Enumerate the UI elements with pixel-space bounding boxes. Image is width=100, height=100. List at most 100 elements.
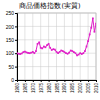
y-tick: 150 [6, 37, 17, 43]
tick-mark [80, 80, 81, 82]
chart: 商品価格指数(実質) 0 50 100 150 200 250 196019651970197… [0, 0, 100, 100]
tick-mark [96, 80, 97, 82]
grid-line [24, 13, 25, 80]
tick-label: 2000 [78, 83, 83, 94]
marker [22, 51, 24, 53]
tick-label: 50 [8, 64, 14, 70]
marker [81, 53, 83, 55]
marker [41, 48, 43, 50]
tick-label: 1985 [55, 83, 60, 94]
axis-line [18, 81, 97, 83]
plot: 0501001502002501960196519701975198019851… [6, 10, 99, 93]
tick-label: 100 [6, 50, 15, 56]
grid-line [88, 13, 89, 80]
tick-label: 1980 [47, 83, 52, 94]
marker [56, 51, 58, 53]
grid-line [96, 13, 97, 80]
marker [82, 52, 84, 54]
marker [40, 47, 42, 49]
tick-mark [88, 80, 89, 82]
marker [86, 46, 88, 48]
marker [26, 52, 28, 54]
marker [76, 54, 78, 56]
tick-label: 2005 [86, 83, 91, 94]
marker [27, 52, 29, 54]
line [17, 18, 96, 55]
grid-line [72, 13, 73, 80]
marker [65, 52, 67, 54]
marker [78, 54, 80, 56]
marker [90, 27, 92, 29]
tick-mark [49, 80, 50, 82]
marker [34, 52, 36, 54]
y-tick: 50 [8, 64, 17, 70]
tick-label: 150 [6, 37, 15, 43]
x-tick: 1975 [39, 80, 44, 93]
marker [57, 52, 59, 54]
tick-label: 250 [6, 10, 15, 16]
marker [18, 53, 20, 55]
axis-line [15, 14, 18, 81]
x-tick: 1965 [23, 80, 28, 93]
marker [37, 43, 39, 45]
tick-mark [72, 80, 73, 82]
marker [49, 47, 51, 49]
tick-mark [64, 80, 65, 82]
tick-label: 1975 [39, 83, 44, 94]
y-tick: 200 [6, 24, 17, 30]
tick-label: 1965 [23, 83, 28, 94]
marker [68, 52, 70, 54]
grid-line [32, 13, 33, 80]
x-tick: 2000 [78, 80, 83, 93]
tick-mark [57, 80, 58, 82]
tick-label: 200 [6, 24, 15, 30]
marker [94, 31, 96, 33]
y-tick: 0 [11, 77, 17, 83]
tick-mark [25, 80, 26, 82]
tick-label: 0 [11, 77, 14, 83]
marker [79, 52, 81, 54]
marker [21, 53, 23, 55]
grid-line [80, 13, 81, 80]
tick-mark [15, 40, 17, 41]
plot-frame [17, 13, 96, 80]
x-tick: 1980 [47, 80, 52, 93]
x-tick: 1960 [15, 80, 20, 93]
tick-mark [33, 80, 34, 82]
marker [52, 48, 54, 50]
title: 商品価格指数(実質) [19, 2, 80, 10]
marker [29, 52, 31, 54]
marker [48, 43, 50, 45]
marker [45, 46, 47, 48]
y-tick: 100 [6, 50, 17, 56]
marker [43, 46, 45, 48]
marker [54, 49, 56, 51]
marker [67, 53, 69, 55]
x-tick: 1985 [55, 80, 60, 93]
marker [95, 23, 96, 25]
tick-label: 1960 [15, 83, 20, 94]
marker [60, 50, 62, 52]
marker [19, 53, 21, 55]
marker [62, 50, 64, 52]
tick-mark [15, 80, 17, 81]
tick-mark [15, 26, 17, 27]
tick-label: 1990 [62, 83, 67, 94]
marker [92, 17, 94, 19]
marker [73, 51, 75, 53]
grid-line [64, 13, 65, 80]
tick-label: 1970 [31, 83, 36, 94]
x-tick: 1970 [31, 80, 36, 93]
tick-label: 1995 [70, 83, 75, 94]
marker [35, 50, 37, 52]
marker [89, 34, 91, 36]
marker [59, 51, 61, 53]
marker [87, 40, 89, 42]
marker [51, 49, 53, 51]
x-axis: 1960196519701975198019851990199520002005… [15, 80, 99, 93]
tick-mark [15, 13, 17, 14]
marker [24, 51, 26, 53]
marker [75, 52, 77, 54]
marker [32, 51, 34, 53]
marker [46, 44, 48, 46]
